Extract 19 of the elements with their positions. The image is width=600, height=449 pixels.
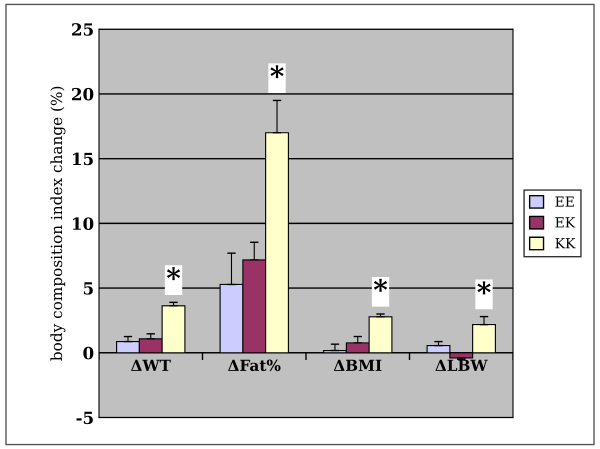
x-tick-label: ΔWT [131,360,171,371]
y-tick-label: 10 [72,217,94,230]
y-tick-label: 20 [72,88,94,100]
y-tick-label: -5 [76,412,93,424]
annotation: * [166,267,180,280]
legend-label: EK [555,217,576,228]
annotation: * [270,65,284,78]
annotation: * [477,281,491,294]
y-tick-label: 0 [83,346,94,360]
x-tick-label: ΔBMI [334,360,382,371]
y-tick-label: 25 [72,23,93,36]
x-tick-label: ΔLBW [435,360,488,371]
y-axis-title: body composition index change (%) [50,86,66,361]
legend-label: EE [555,196,574,207]
legend-label: KK [555,238,576,248]
y-tick-label: 15 [72,152,93,166]
annotation: * [374,278,388,292]
y-tick-label: 5 [84,282,93,295]
x-tick-label: ΔFat% [228,360,281,372]
